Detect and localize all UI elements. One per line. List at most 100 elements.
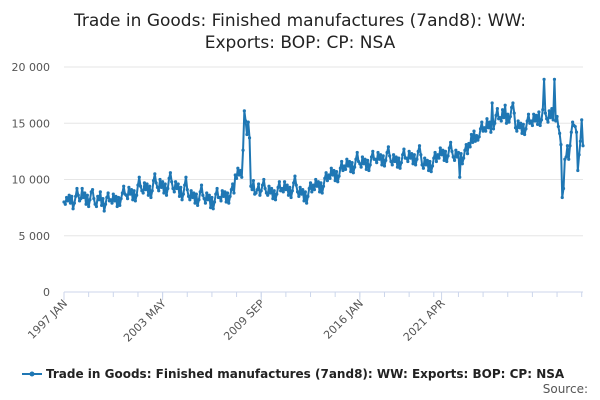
data-point[interactable] [366, 158, 370, 162]
data-point[interactable] [556, 125, 560, 129]
data-point[interactable] [560, 195, 564, 200]
data-point[interactable] [539, 118, 544, 122]
data-point[interactable] [254, 191, 258, 195]
data-point[interactable] [120, 191, 124, 195]
data-point[interactable] [206, 198, 210, 202]
data-point[interactable] [332, 168, 336, 173]
data-point[interactable] [529, 119, 533, 123]
data-point[interactable] [494, 113, 498, 117]
data-point[interactable] [480, 120, 484, 124]
data-point[interactable] [478, 127, 483, 131]
data-point[interactable] [351, 171, 355, 175]
data-point[interactable] [469, 132, 474, 137]
data-point[interactable] [263, 186, 267, 191]
data-point[interactable] [500, 108, 505, 112]
data-point[interactable] [305, 201, 309, 205]
data-point[interactable] [436, 153, 440, 157]
data-point[interactable] [311, 183, 315, 187]
data-point[interactable] [66, 199, 70, 203]
data-point[interactable] [499, 119, 503, 123]
data-point[interactable] [525, 119, 529, 123]
data-point[interactable] [193, 201, 197, 205]
data-point[interactable] [202, 197, 206, 201]
data-point[interactable] [72, 201, 76, 205]
data-point[interactable] [214, 192, 218, 196]
data-point[interactable] [318, 190, 322, 194]
data-point[interactable] [268, 191, 272, 195]
data-point[interactable] [125, 197, 130, 201]
data-point[interactable] [451, 155, 455, 159]
data-point[interactable] [334, 170, 339, 174]
data-point[interactable] [381, 154, 385, 158]
data-point[interactable] [188, 198, 192, 202]
data-point[interactable] [487, 120, 492, 124]
data-point[interactable] [149, 195, 153, 200]
data-point[interactable] [74, 194, 78, 198]
data-point[interactable] [412, 153, 416, 157]
data-point[interactable] [423, 156, 427, 160]
data-point[interactable] [519, 121, 523, 125]
data-point[interactable] [110, 201, 114, 205]
data-point[interactable] [175, 186, 179, 191]
data-point[interactable] [376, 150, 380, 155]
data-point[interactable] [310, 190, 314, 194]
data-point[interactable] [329, 166, 333, 170]
data-point[interactable] [196, 203, 200, 207]
data-point[interactable] [404, 156, 409, 160]
data-point[interactable] [363, 157, 367, 161]
data-point[interactable] [260, 183, 265, 187]
data-point[interactable] [541, 108, 545, 112]
data-point[interactable] [516, 119, 520, 123]
data-point[interactable] [242, 109, 246, 113]
data-point[interactable] [277, 180, 281, 184]
data-point[interactable] [495, 107, 499, 111]
data-point[interactable] [524, 127, 528, 131]
data-point[interactable] [402, 147, 406, 151]
data-point[interactable] [276, 185, 280, 189]
data-point[interactable] [323, 176, 327, 180]
data-point[interactable] [319, 181, 323, 185]
data-point[interactable] [266, 193, 270, 197]
data-point[interactable] [207, 193, 211, 197]
data-point[interactable] [212, 200, 217, 204]
data-point[interactable] [546, 120, 550, 124]
data-point[interactable] [284, 188, 288, 192]
data-point[interactable] [362, 162, 366, 166]
data-point[interactable] [211, 207, 215, 211]
data-point[interactable] [521, 122, 525, 126]
data-point[interactable] [237, 173, 241, 177]
data-point[interactable] [543, 111, 547, 115]
data-point[interactable] [561, 186, 566, 191]
data-point[interactable] [338, 166, 342, 170]
data-point[interactable] [569, 130, 573, 134]
data-point[interactable] [70, 194, 74, 198]
data-point[interactable] [368, 163, 372, 167]
data-point[interactable] [137, 175, 141, 179]
data-point[interactable] [68, 201, 73, 205]
data-point[interactable] [425, 158, 429, 162]
data-point[interactable] [414, 163, 418, 167]
data-point[interactable] [576, 168, 580, 173]
data-point[interactable] [251, 179, 256, 183]
data-point[interactable] [567, 157, 571, 161]
data-point[interactable] [244, 119, 248, 123]
data-point[interactable] [465, 152, 470, 156]
data-point[interactable] [477, 135, 481, 139]
data-point[interactable] [308, 181, 313, 185]
data-point[interactable] [249, 184, 253, 188]
data-point[interactable] [378, 153, 383, 157]
data-point[interactable] [475, 134, 479, 138]
data-point[interactable] [464, 143, 468, 147]
data-point[interactable] [153, 172, 157, 176]
data-point[interactable] [467, 141, 471, 146]
data-point[interactable] [526, 112, 531, 116]
data-point[interactable] [353, 165, 357, 169]
data-point[interactable] [81, 195, 86, 200]
data-point[interactable] [417, 144, 422, 148]
data-point[interactable] [520, 131, 524, 135]
data-point[interactable] [336, 180, 340, 184]
data-point[interactable] [164, 193, 169, 197]
data-point[interactable] [358, 162, 362, 166]
data-point[interactable] [552, 77, 557, 81]
data-point[interactable] [210, 195, 214, 200]
